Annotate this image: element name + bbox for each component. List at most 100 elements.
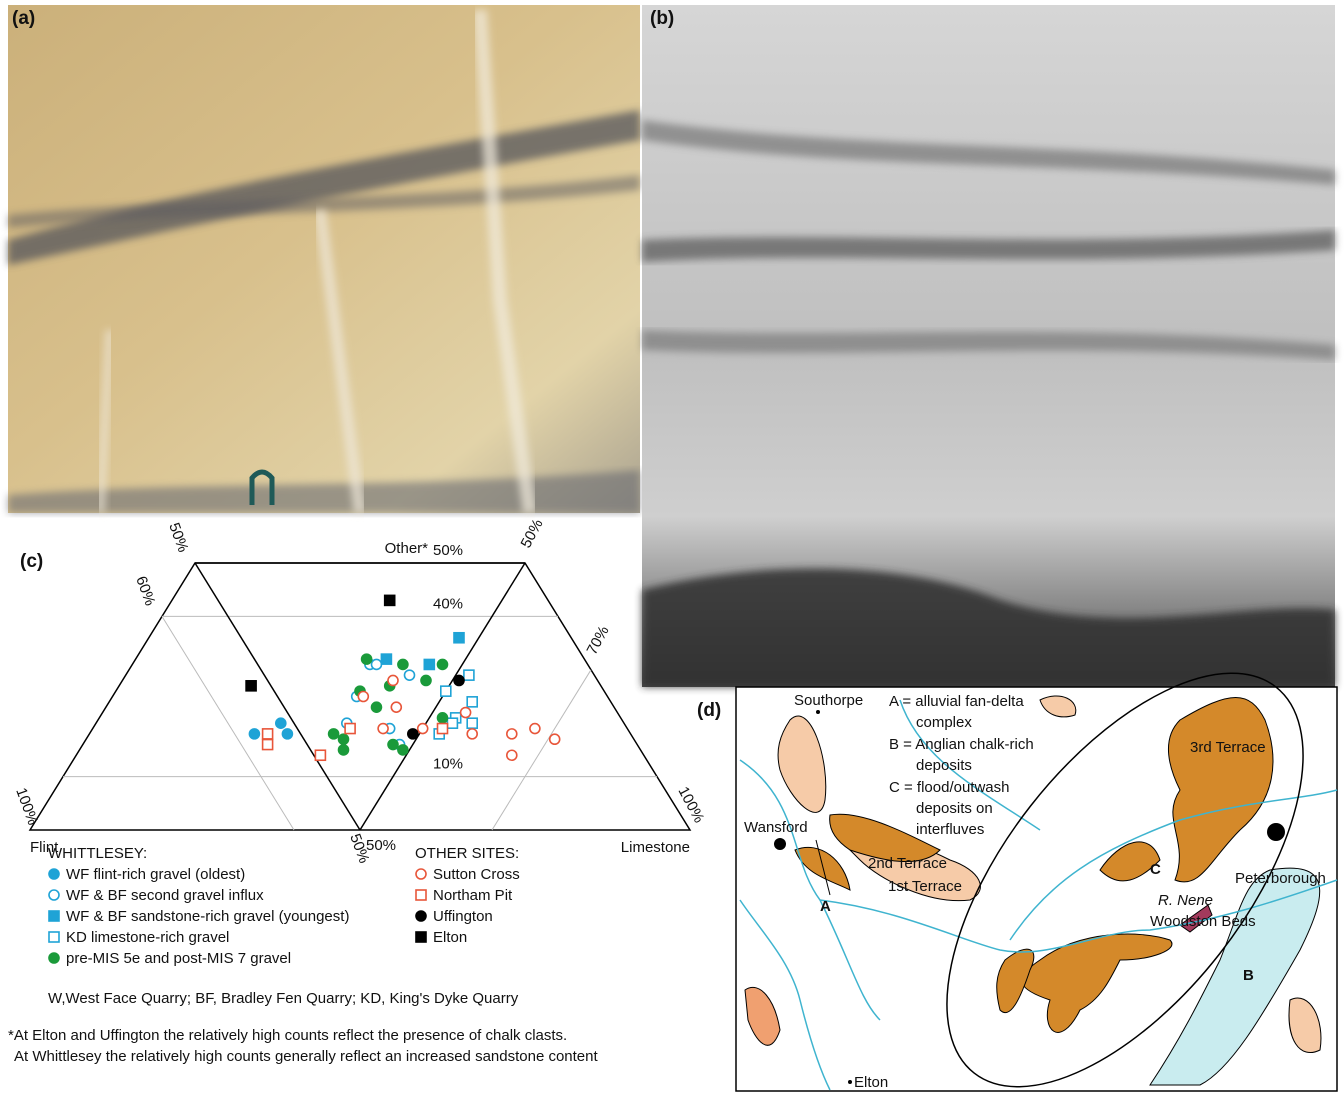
legend-label: Uffington bbox=[433, 908, 493, 925]
place-label: Southorpe bbox=[794, 692, 863, 709]
tick-label: 40% bbox=[433, 595, 463, 612]
map: Southorpe Wansford Elton Peterborough A … bbox=[735, 672, 1338, 1092]
footnote: At Whittlesey the relatively high counts… bbox=[14, 1048, 598, 1065]
data-point bbox=[505, 749, 518, 762]
data-point bbox=[453, 631, 465, 644]
area-label: B bbox=[1243, 967, 1254, 984]
unit-label: 2nd Terrace bbox=[868, 855, 947, 872]
data-point bbox=[423, 658, 436, 671]
key-line: complex bbox=[916, 714, 972, 731]
data-point bbox=[397, 744, 409, 756]
key-line: C = flood/outwash bbox=[889, 779, 1010, 796]
tick-label: 10% bbox=[433, 756, 463, 773]
data-point bbox=[436, 712, 449, 724]
data-point bbox=[281, 728, 294, 740]
key-line: A = alluvial fan-delta bbox=[889, 693, 1024, 710]
legend-label: pre-MIS 5e and post-MIS 7 gravel bbox=[66, 950, 291, 967]
data-point bbox=[370, 701, 383, 713]
data-point bbox=[548, 733, 561, 746]
legend-label: Northam Pit bbox=[433, 887, 513, 904]
tick-label: 60% bbox=[132, 574, 158, 608]
place-label: Wansford bbox=[744, 819, 808, 836]
data-point bbox=[420, 674, 432, 687]
area-label: A bbox=[820, 898, 831, 915]
data-point bbox=[387, 674, 399, 687]
data-point bbox=[397, 658, 409, 671]
data-point bbox=[360, 653, 373, 665]
data-point bbox=[337, 744, 350, 756]
panel-label: (c) bbox=[20, 551, 43, 572]
legend-marker bbox=[415, 868, 427, 880]
key-line: B = Anglian chalk-rich bbox=[889, 736, 1034, 753]
legend-marker bbox=[48, 889, 60, 901]
legend-label: Elton bbox=[433, 929, 467, 946]
legend-heading: WHITTLESEY: bbox=[48, 845, 147, 862]
data-point bbox=[327, 728, 340, 740]
legend-label: WF flint-rich gravel (oldest) bbox=[66, 866, 245, 883]
tick-label: 100% bbox=[674, 784, 707, 826]
data-point bbox=[466, 696, 479, 708]
data-point bbox=[436, 658, 449, 671]
data-point bbox=[505, 728, 518, 740]
legend-marker bbox=[48, 868, 60, 880]
tick-label: 50% bbox=[366, 837, 396, 854]
data-point bbox=[383, 594, 396, 607]
tick-label: 50% bbox=[433, 542, 463, 559]
data-point bbox=[453, 674, 465, 687]
data-point bbox=[314, 749, 327, 762]
data-point bbox=[337, 733, 350, 746]
tick-label: 100% bbox=[12, 786, 41, 828]
vertex-label: Flint bbox=[30, 839, 59, 856]
legend-label: Sutton Cross bbox=[433, 866, 520, 883]
data-point bbox=[436, 722, 449, 735]
data-point bbox=[439, 685, 452, 697]
legend-marker bbox=[48, 931, 60, 943]
legend-label: KD limestone-rich gravel bbox=[66, 929, 229, 946]
unit-label: 3rd Terrace bbox=[1190, 739, 1266, 756]
legend-marker bbox=[415, 931, 427, 943]
data-point bbox=[390, 701, 403, 713]
footnote: *At Elton and Uffington the relatively h… bbox=[8, 1027, 567, 1044]
place-label: Peterborough bbox=[1235, 870, 1326, 887]
legend-label: WF & BF second gravel influx bbox=[66, 887, 264, 904]
unit-label: R. Nene bbox=[1158, 892, 1213, 909]
data-point bbox=[466, 717, 479, 730]
abbreviations: W,West Face Quarry; BF, Bradley Fen Quar… bbox=[48, 990, 519, 1007]
grid-line bbox=[161, 616, 295, 831]
place-label: Elton bbox=[854, 1074, 888, 1091]
axis-line bbox=[194, 562, 361, 831]
unit-label: Woodston Beds bbox=[1150, 913, 1256, 930]
key-line: deposits bbox=[916, 757, 972, 774]
data-point bbox=[274, 717, 287, 730]
data-point bbox=[403, 669, 416, 681]
legend-label: WF & BF sandstone-rich gravel (youngest) bbox=[66, 908, 349, 925]
data-point bbox=[463, 669, 475, 681]
key-line: deposits on bbox=[916, 800, 993, 817]
data-point bbox=[261, 738, 274, 751]
grid-line bbox=[491, 669, 592, 831]
legend-marker bbox=[48, 952, 60, 964]
photo-a bbox=[8, 5, 640, 514]
unit-label: 1st Terrace bbox=[888, 878, 962, 895]
panel-label: (a) bbox=[12, 8, 35, 29]
ternary-plot: 50%40%10%50%50%60%100%50%50%70%100% bbox=[12, 516, 707, 865]
data-point bbox=[357, 690, 370, 703]
data-point bbox=[466, 728, 479, 740]
data-point bbox=[387, 738, 399, 751]
panel-label: (b) bbox=[650, 8, 674, 29]
data-point bbox=[380, 653, 393, 665]
data-point bbox=[370, 658, 383, 671]
tick-label: 50% bbox=[518, 516, 547, 550]
photo-b bbox=[642, 5, 1335, 687]
legend-marker bbox=[415, 889, 427, 901]
data-point bbox=[416, 722, 429, 735]
data-point bbox=[529, 722, 541, 735]
data-point bbox=[377, 722, 389, 735]
vertex-label: Limestone bbox=[621, 839, 690, 856]
data-point bbox=[344, 722, 356, 735]
tick-label: 50% bbox=[165, 521, 191, 555]
legend: WHITTLESEY: WF flint-rich gravel (oldest)… bbox=[48, 845, 520, 967]
area-label: C bbox=[1150, 861, 1161, 878]
key-line: interfluves bbox=[916, 821, 984, 838]
